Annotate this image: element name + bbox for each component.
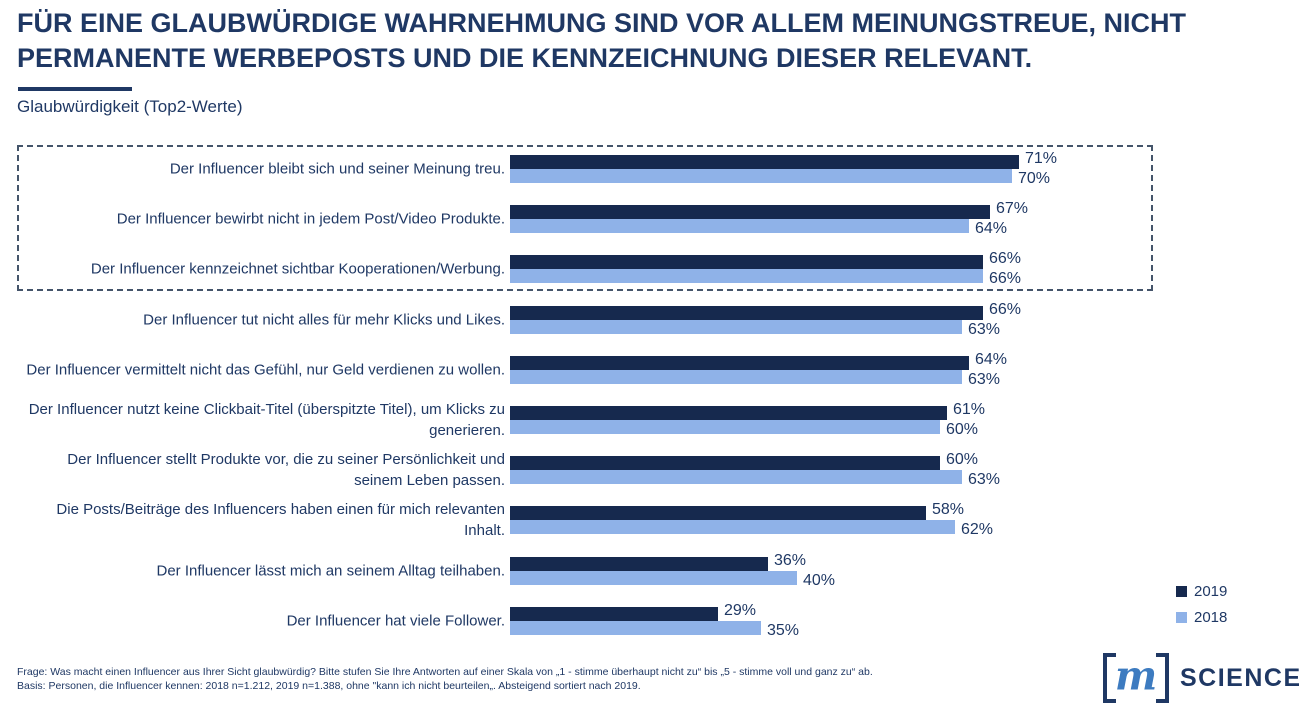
bar-2018-row-10 <box>510 621 761 635</box>
top3-highlight-box <box>17 145 1153 291</box>
bar-2018-row-3 <box>510 269 983 283</box>
value-label-2018-row-8: 62% <box>961 521 994 538</box>
value-label-2018-row-9: 40% <box>803 572 836 589</box>
footnote: Frage: Was macht einen Influencer aus Ih… <box>17 666 873 693</box>
logo-m-letter: m <box>1114 652 1158 700</box>
value-label-2019-row-8: 58% <box>932 501 965 518</box>
value-label-2019-row-4: 66% <box>989 301 1022 318</box>
logo-brackets-icon: m <box>1103 653 1169 703</box>
category-label: Der Influencer nutzt keine Clickbait-Tit… <box>28 401 505 439</box>
value-label-2018-row-10: 35% <box>767 622 800 639</box>
value-label-2019-row-10: 29% <box>724 602 757 619</box>
bar-2019-row-1 <box>510 155 1019 169</box>
value-label-2018-row-1: 70% <box>1018 170 1051 187</box>
page-title: FÜR EINE GLAUBWÜRDIGE WAHRNEHMUNG SIND V… <box>17 8 1186 74</box>
logo-left-bracket-icon <box>1103 653 1116 703</box>
bar-2019-row-6 <box>510 406 947 420</box>
bar-2018-row-9 <box>510 571 797 585</box>
bar-2019-row-5 <box>510 356 969 370</box>
category-label: Die Posts/Beiträge des Influencers haben… <box>56 501 505 539</box>
category-label: Der Influencer stellt Produkte vor, die … <box>67 451 505 489</box>
value-label-2019-row-7: 60% <box>946 451 979 468</box>
legend-label-2019: 2019 <box>1194 583 1228 600</box>
value-label-2018-row-7: 63% <box>968 471 1001 488</box>
value-label-2018-row-4: 63% <box>968 321 1001 338</box>
title-underline <box>18 87 132 91</box>
value-label-2018-row-3: 66% <box>989 270 1022 287</box>
bar-2018-row-2 <box>510 219 969 233</box>
value-label-2019-row-6: 61% <box>953 401 986 418</box>
bar-2018-row-5 <box>510 370 962 384</box>
chart-subtitle: Glaubwürdigkeit (Top2-Werte) <box>17 97 243 116</box>
logo-right-bracket-icon <box>1156 653 1169 703</box>
category-label: Der Influencer bleibt sich und seiner Me… <box>169 160 505 178</box>
bar-2019-row-2 <box>510 205 990 219</box>
footnote-line-basis: Basis: Personen, die Influencer kennen: … <box>17 679 641 692</box>
bar-2018-row-1 <box>510 169 1012 183</box>
category-label: Der Influencer tut nicht alles für mehr … <box>143 311 505 329</box>
value-label-2019-row-5: 64% <box>975 351 1008 368</box>
bar-2019-row-10 <box>510 607 718 621</box>
bar-2018-row-6 <box>510 420 940 434</box>
logo-wordmark: SCIENCE <box>1180 663 1299 692</box>
category-label: Der Influencer bewirbt nicht in jedem Po… <box>116 210 505 228</box>
legend-label-2018: 2018 <box>1194 609 1228 626</box>
bar-2019-row-4 <box>510 306 983 320</box>
legend-item-2018: 2018 <box>1176 609 1227 626</box>
bar-2019-row-9 <box>510 557 768 571</box>
footnote-line-question: Frage: Was macht einen Influencer aus Ih… <box>17 666 873 678</box>
value-label-2018-row-6: 60% <box>946 421 979 438</box>
legend-item-2019: 2019 <box>1176 583 1227 600</box>
bar-2018-row-4 <box>510 320 962 334</box>
category-label: Der Influencer kennzeichnet sichtbar Koo… <box>90 260 505 278</box>
category-label: Der Influencer vermittelt nicht das Gefü… <box>26 361 505 379</box>
value-label-2018-row-5: 63% <box>968 371 1001 388</box>
value-label-2019-row-9: 36% <box>774 552 807 569</box>
legend: 2019 2018 <box>1176 583 1227 635</box>
bar-2019-row-8 <box>510 506 926 520</box>
value-label-2019-row-3: 66% <box>989 250 1022 267</box>
legend-swatch-2019 <box>1176 586 1187 597</box>
bar-2019-row-3 <box>510 255 983 269</box>
category-label: Der Influencer hat viele Follower. <box>286 612 505 630</box>
value-label-2019-row-1: 71% <box>1025 150 1058 167</box>
legend-swatch-2018 <box>1176 612 1187 623</box>
bar-2019-row-7 <box>510 456 940 470</box>
value-label-2018-row-2: 64% <box>975 220 1008 237</box>
category-label: Der Influencer lässt mich an seinem Allt… <box>156 562 505 580</box>
m-science-logo: m SCIENCE <box>1103 651 1299 705</box>
bar-2018-row-7 <box>510 470 962 484</box>
bar-2018-row-8 <box>510 520 955 534</box>
value-label-2019-row-2: 67% <box>996 200 1029 217</box>
